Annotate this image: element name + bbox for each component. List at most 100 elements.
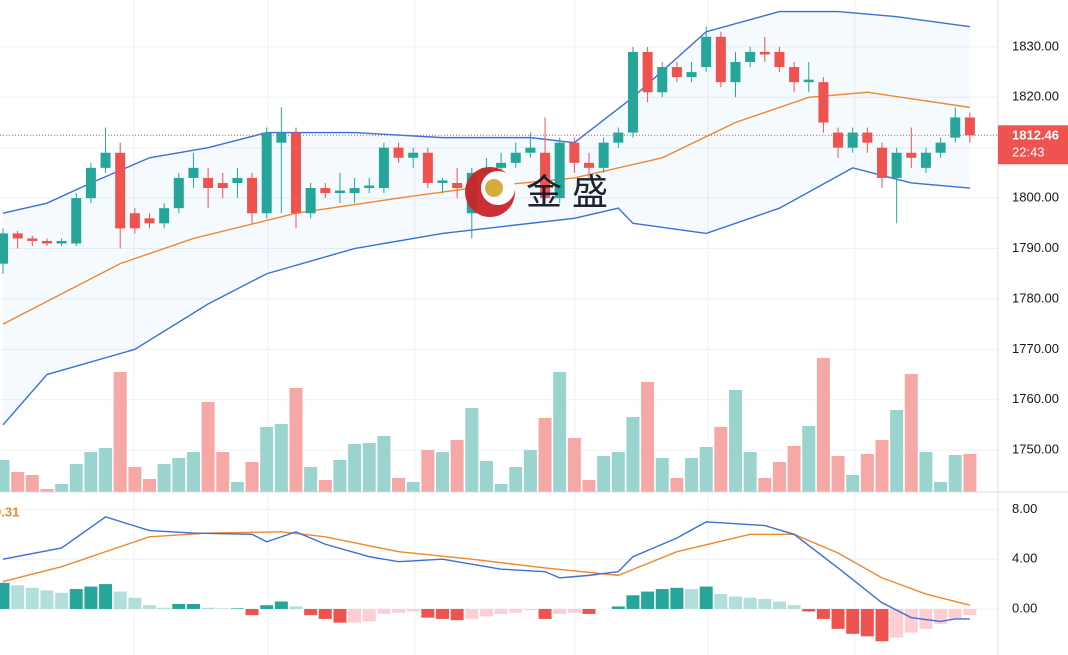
volume-bar [11,472,25,492]
candle-body [115,152,126,229]
candle-body [203,177,214,189]
volume-bar [436,452,449,492]
volume-bar [523,450,537,492]
volume-bar [948,455,962,492]
candle-body [642,51,653,93]
macd-histogram-bar [523,608,537,611]
macd-histogram-bar [318,608,332,619]
volume-bar [172,458,186,492]
volume-bar [362,443,376,492]
macd-histogram-bar [714,594,728,609]
macd-histogram-bar [875,608,889,642]
candle-body [320,188,331,194]
volume-bar [597,456,611,492]
volume-bar [274,424,288,492]
candle-body [657,67,668,93]
volume-bar [772,462,786,492]
macd-histogram-bar [172,603,186,609]
volume-bar [582,480,596,492]
candle-body [525,147,536,153]
volume-bar [685,458,699,492]
volume-bar [289,388,303,492]
candle-body [598,142,609,168]
y-tick-label: 1760.00 [1012,391,1059,406]
macd-histogram-bar [758,599,772,609]
candle-body [701,36,712,68]
macd-histogram-bar [143,605,156,609]
y-tick-label: 8.00 [1012,501,1037,516]
macd-histogram-bar [113,591,127,609]
macd-histogram-bar [831,608,845,629]
watermark: 金 盛 [465,167,608,217]
macd-histogram-bar [787,605,801,609]
macd-readout: 0.31 [0,504,19,519]
macd-histogram-bar [450,608,464,621]
volume-bar [743,452,757,492]
candle-body [422,152,433,183]
candle-body [789,67,800,83]
macd-line [2,516,970,623]
macd-histogram-bar [772,601,786,609]
candle-body [408,152,419,158]
candle-body [41,240,52,244]
candle-body [891,152,902,178]
candle-body [715,36,726,83]
candle-body [964,117,975,136]
volume-bar [802,426,816,492]
candle-body [862,132,873,143]
candle-body [334,190,345,194]
macd-histogram-bar [421,608,435,618]
volume-bar [113,372,127,492]
macd-histogram-bar [377,608,391,614]
volume-bar [40,489,54,492]
macd-histogram-bar [304,608,318,616]
volume-bar [84,452,98,492]
volume-bar [128,467,142,492]
candle-body [759,51,770,55]
macd-histogram-bar [553,608,567,614]
candle-body [554,142,565,199]
macd-histogram-bar [157,607,171,609]
volume-bar [157,464,171,492]
candle-body [85,167,96,199]
candle-body [56,240,67,244]
volume-bar [406,482,420,492]
volume-bar [934,482,948,492]
macd-histogram-bar [0,582,10,609]
candle-body [833,132,844,148]
volume-bar [963,454,977,492]
candle-body [569,142,580,163]
candle-body [847,132,858,148]
candle-body [584,162,594,168]
macd-histogram-bar [641,591,655,609]
macd-histogram-bar [348,608,362,623]
volume-bar [860,454,874,492]
macd-histogram-bar [406,608,420,612]
volume-bar [509,467,523,492]
macd-histogram-bar [362,608,376,622]
y-tick-label: 1820.00 [1012,89,1059,104]
volume-bar [816,358,830,492]
volume-bar [304,467,318,492]
macd-histogram-bar [860,608,874,637]
macd-histogram-bar [670,587,684,609]
price-tag-label: 1812.46 [1012,128,1059,143]
volume-bar [392,478,406,492]
volume-bar [655,458,669,492]
macd-histogram-bar [582,608,596,614]
candle-body [100,152,111,168]
candle-body [364,185,375,189]
countdown-label: 22:43 [1012,145,1045,160]
macd-histogram-bar [685,589,699,609]
volume-bar [465,408,479,492]
macd-histogram-bar [84,586,98,609]
macd-histogram-bar [743,597,757,609]
volume-bar [758,478,772,492]
plot [0,10,998,642]
macd-histogram-bar [274,601,288,609]
volume-bar [348,444,362,492]
macd-histogram-bar [479,608,493,617]
candle-body [12,233,23,239]
volume-bar [421,450,435,492]
macd-histogram-bar [99,584,113,609]
